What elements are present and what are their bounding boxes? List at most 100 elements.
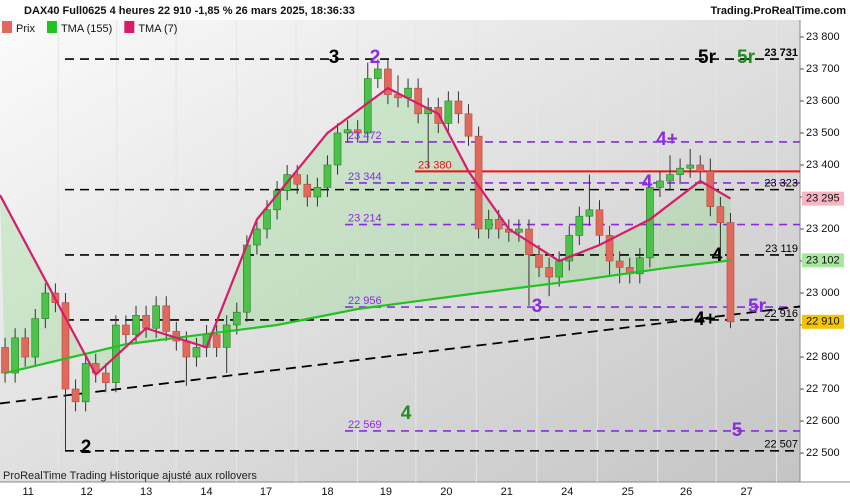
legend-label: TMA (155)	[61, 23, 112, 35]
wave-label: 4+	[694, 309, 716, 330]
candle-body	[343, 129, 352, 134]
y-tick-label: 23 200	[806, 223, 840, 235]
legend-label: Prix	[16, 23, 35, 35]
level-label: 23 119	[765, 243, 798, 255]
candle-body	[21, 337, 29, 358]
candle-body	[454, 100, 463, 115]
candle-body	[192, 347, 201, 358]
x-tick-label: 12	[81, 486, 93, 498]
candle-body	[333, 132, 342, 166]
candle-body	[232, 311, 241, 326]
footer: ProRealTime Trading Historique ajusté au…	[3, 470, 257, 482]
tma-line	[0, 86, 732, 377]
candle-body	[666, 174, 674, 182]
level-label: 23 380	[418, 159, 452, 171]
y-tick-label: 23 700	[806, 63, 840, 75]
wave-label: 5r	[698, 47, 717, 68]
level-label: 23 472	[348, 130, 382, 142]
legend-bg	[124, 21, 135, 33]
candle-body	[313, 187, 322, 198]
candle-body	[716, 206, 725, 223]
candle-body	[31, 318, 40, 358]
header-bar	[0, 0, 850, 20]
candle-body	[374, 68, 382, 79]
price-tag	[802, 191, 844, 206]
candle-body	[656, 180, 664, 188]
candle-body	[303, 183, 312, 198]
chart-title: DAX40 Full0625 4 heures 22 910 -1,85 % 2…	[24, 5, 355, 17]
candle-body	[323, 164, 332, 188]
candle-body	[222, 324, 231, 348]
candle-body	[484, 219, 493, 230]
wave-label: 5	[732, 420, 743, 441]
x-tick-label: 21	[501, 486, 513, 498]
level-label: 22 569	[348, 419, 382, 431]
candle-body	[515, 228, 523, 233]
candle-body	[555, 260, 563, 278]
levels-layer	[0, 58, 801, 452]
level-label: 23 323	[764, 178, 798, 190]
candle-body	[243, 244, 251, 313]
candle-body	[615, 260, 624, 268]
level-label: 23 731	[764, 47, 798, 59]
candle-body	[585, 209, 594, 217]
candle-body	[11, 337, 19, 374]
candle-body	[253, 228, 261, 246]
candle-body	[646, 187, 654, 259]
candle-body	[142, 315, 150, 329]
x-tick-label: 27	[740, 486, 752, 498]
wave-label: 4	[712, 245, 723, 266]
candle-body	[263, 209, 271, 230]
candle-body	[293, 174, 302, 185]
y-tick-label: 23 800	[806, 31, 840, 43]
candles-layer	[1, 59, 735, 450]
wave-label: 5r	[748, 296, 767, 317]
wave-label: 4	[401, 403, 412, 424]
legend-bg	[2, 21, 12, 33]
y-tick-label: 22 500	[806, 447, 840, 459]
x-tick-label: 19	[380, 486, 392, 498]
candle-body	[696, 164, 705, 172]
candle-body	[414, 87, 422, 115]
price-tag	[802, 314, 844, 329]
x-tick-label: 26	[680, 486, 692, 498]
wave-label: 4	[642, 172, 653, 193]
legend-label: TMA (7)	[138, 23, 177, 35]
candle-body	[535, 254, 543, 268]
y-tick-label: 23 600	[806, 95, 840, 107]
y-tick-label: 22 600	[806, 415, 840, 427]
x-tick-label: 24	[561, 486, 573, 498]
wave-label: 2	[81, 437, 92, 458]
x-tick-label: 14	[200, 486, 212, 498]
candle-body	[545, 267, 553, 278]
lines-layer	[0, 86, 732, 377]
candle-body	[676, 167, 684, 175]
tma-fill	[0, 88, 731, 375]
level-label: 22 916	[764, 308, 798, 320]
x-tick-label: 11	[23, 486, 34, 498]
level-label: 22 956	[348, 295, 382, 307]
tma-line	[4, 259, 731, 375]
level-label: 23 214	[348, 212, 382, 224]
x-tick-label: 25	[622, 486, 634, 498]
y-tick-label: 23 500	[806, 127, 840, 139]
candle-body	[132, 315, 140, 335]
candle-body	[565, 235, 574, 262]
y-tick-label: 23 000	[806, 287, 840, 299]
source: Trading.ProRealTime.com	[710, 5, 846, 17]
candle-body	[41, 292, 50, 319]
wave-label: 3	[532, 296, 543, 317]
fill-layer	[0, 88, 731, 375]
wave-label: 3	[329, 47, 340, 68]
y-tick-label: 22 700	[806, 383, 840, 395]
x-tick-label: 18	[321, 486, 333, 498]
level-label: 23 344	[348, 171, 382, 183]
y-tick-label: 22 800	[806, 351, 840, 363]
candle-body	[444, 100, 453, 124]
candle-body	[494, 219, 503, 230]
candle-body	[384, 68, 392, 95]
price-tag-label: 23 102	[806, 254, 840, 266]
legend-bg	[46, 21, 57, 33]
wave-label: 5r	[737, 47, 756, 68]
price-tag-label: 22 910	[806, 316, 840, 328]
